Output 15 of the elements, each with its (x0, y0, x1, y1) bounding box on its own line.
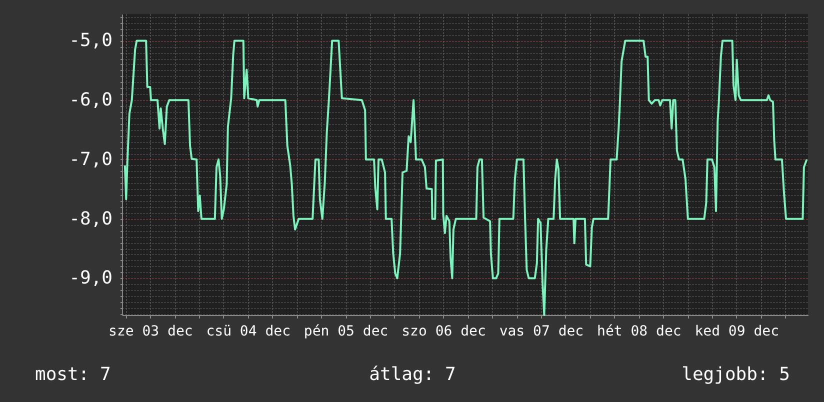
x-tick-label: ked 09 dec (694, 324, 779, 340)
y-tick-label: -5,0 (69, 30, 112, 52)
x-tick-label: sze 03 dec (108, 324, 193, 340)
x-tick-label: pén 05 dec (304, 324, 388, 340)
text: most: 7 (35, 364, 111, 385)
x-tick-label: hét 08 dec (597, 324, 682, 340)
x-tick-label: szo 06 dec (402, 324, 486, 340)
x-tick-label: csü 04 dec (206, 324, 291, 340)
x-tick-label: vas 07 dec (499, 324, 584, 340)
y-tick-label: -9,0 (69, 268, 112, 289)
text: átlag: 7 (369, 364, 456, 385)
y-tick-label: -7,0 (69, 148, 112, 170)
y-tick-label: -6,0 (69, 90, 112, 111)
text: legjobb: 5 (682, 364, 790, 385)
y-tick-label: -8,0 (69, 208, 112, 230)
